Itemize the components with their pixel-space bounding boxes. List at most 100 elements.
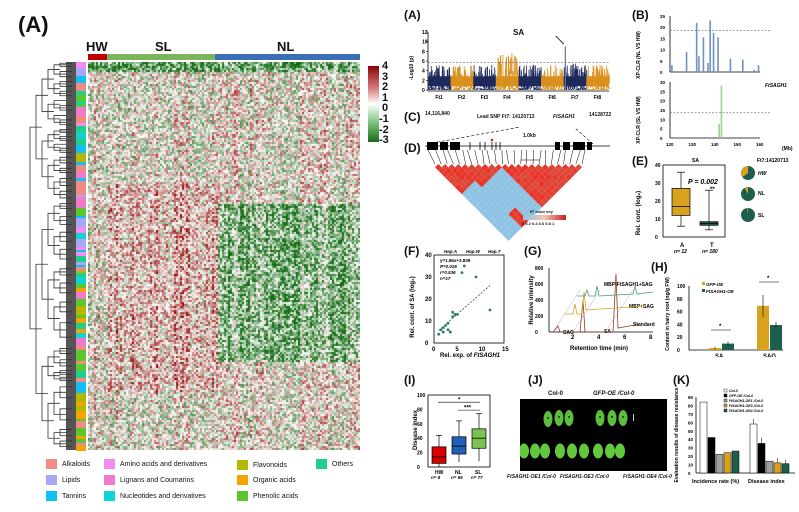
snp-point [494, 83, 496, 88]
snp-point [482, 73, 484, 83]
snp-point [495, 88, 497, 90]
y-tick-label: 60 [677, 310, 683, 316]
snp-point [478, 66, 480, 79]
ld-cell [478, 180, 486, 188]
snp-point [491, 64, 493, 78]
ld-cell [441, 164, 449, 171]
colorbar-tick: -3 [379, 134, 389, 147]
snp-point [502, 83, 504, 88]
snp-point [465, 83, 467, 88]
class-strip-segment [76, 256, 86, 262]
snp-point [584, 71, 586, 82]
snp-point [592, 65, 594, 79]
y-tick-label: 30 [688, 446, 694, 451]
snp-point [518, 88, 519, 90]
snp-point [459, 81, 461, 87]
class-strip-segment [76, 181, 86, 187]
exon [555, 142, 560, 150]
snp-point [570, 80, 572, 86]
ld-cell [495, 170, 502, 178]
snp-point [472, 87, 474, 90]
xpclr-bar [729, 58, 732, 72]
snp-point [515, 67, 517, 80]
snp-point [516, 88, 518, 90]
snp-point [523, 85, 525, 89]
snp-point [581, 66, 583, 79]
snp-point [503, 79, 505, 86]
x-tick-label: 8 [649, 335, 653, 341]
snp-point [486, 66, 488, 79]
legend-label: Flavonoids [253, 461, 287, 469]
snp-point [544, 82, 546, 87]
ld-cell [488, 190, 496, 198]
n-label: n= 77 [471, 475, 483, 480]
bar [699, 401, 708, 474]
snp-point [511, 87, 513, 90]
snp-point [428, 87, 430, 90]
panel-h-bar-chart: Content in hairy root (ng/g FW) GFP-OE F… [665, 276, 783, 357]
snp-point [433, 76, 435, 84]
snp-point [598, 82, 600, 87]
ld-cell [515, 164, 522, 171]
ld-cell [478, 167, 486, 175]
class-strip-segment [76, 384, 86, 393]
snp-point [456, 72, 458, 82]
legend-label: Col-0 [729, 389, 738, 393]
class-strip-segment [76, 239, 86, 247]
snp-point [507, 87, 509, 90]
dendrogram-branch [29, 126, 42, 330]
snp-point [434, 81, 436, 87]
scatter-point [439, 328, 443, 332]
class-strip-segment [76, 197, 86, 200]
class-color-strip [76, 62, 86, 451]
ld-cell [531, 174, 539, 181]
snp-point [497, 71, 499, 82]
ld-cell [501, 177, 509, 185]
snp-point [530, 77, 532, 85]
ld-cell [495, 190, 502, 198]
y-tick-label: 0 [660, 136, 663, 141]
snp-point [541, 88, 543, 90]
snp-point [557, 88, 559, 90]
snp-point [519, 87, 521, 90]
panel-f-label: (F) [404, 244, 420, 258]
ld-cell [465, 174, 472, 181]
snp-point [495, 87, 496, 90]
snp-point [588, 66, 589, 79]
snp-point [509, 84, 511, 88]
snp-point [537, 73, 539, 83]
class-strip-segment [76, 371, 86, 378]
class-strip-segment [76, 405, 86, 411]
snp-point [537, 88, 539, 90]
snp-point [592, 81, 593, 87]
snp-point [499, 78, 501, 85]
snp-point [429, 71, 431, 82]
snp-link [513, 149, 515, 165]
snp-point [504, 84, 506, 88]
xpclr-bar [757, 65, 760, 72]
plot-frame [427, 394, 491, 468]
snp-point [594, 79, 596, 86]
snp-point [533, 74, 535, 83]
snp-point [521, 88, 523, 90]
snp-point [485, 77, 487, 85]
ld-cell [458, 174, 466, 181]
snp-point [550, 87, 551, 90]
snp-point [483, 80, 484, 86]
snp-point [553, 88, 555, 90]
snp-point [598, 69, 600, 81]
class-strip-segment [76, 358, 86, 361]
snp-point [447, 87, 449, 90]
snp-point [483, 83, 485, 88]
j-label-oe3: FtSAGH1-OE3 /Col-0 [560, 474, 609, 480]
chromosome-label: Ft3 [481, 95, 489, 101]
ld-cell [555, 184, 562, 191]
class-strip-segment [76, 62, 86, 68]
snp-point [564, 87, 565, 90]
colorbar-tick: -2 [379, 123, 389, 136]
snp-point [436, 88, 438, 90]
ld-cell [555, 177, 562, 185]
snp-point [468, 78, 470, 85]
legend-swatch [723, 403, 728, 408]
snp-point [572, 83, 574, 88]
